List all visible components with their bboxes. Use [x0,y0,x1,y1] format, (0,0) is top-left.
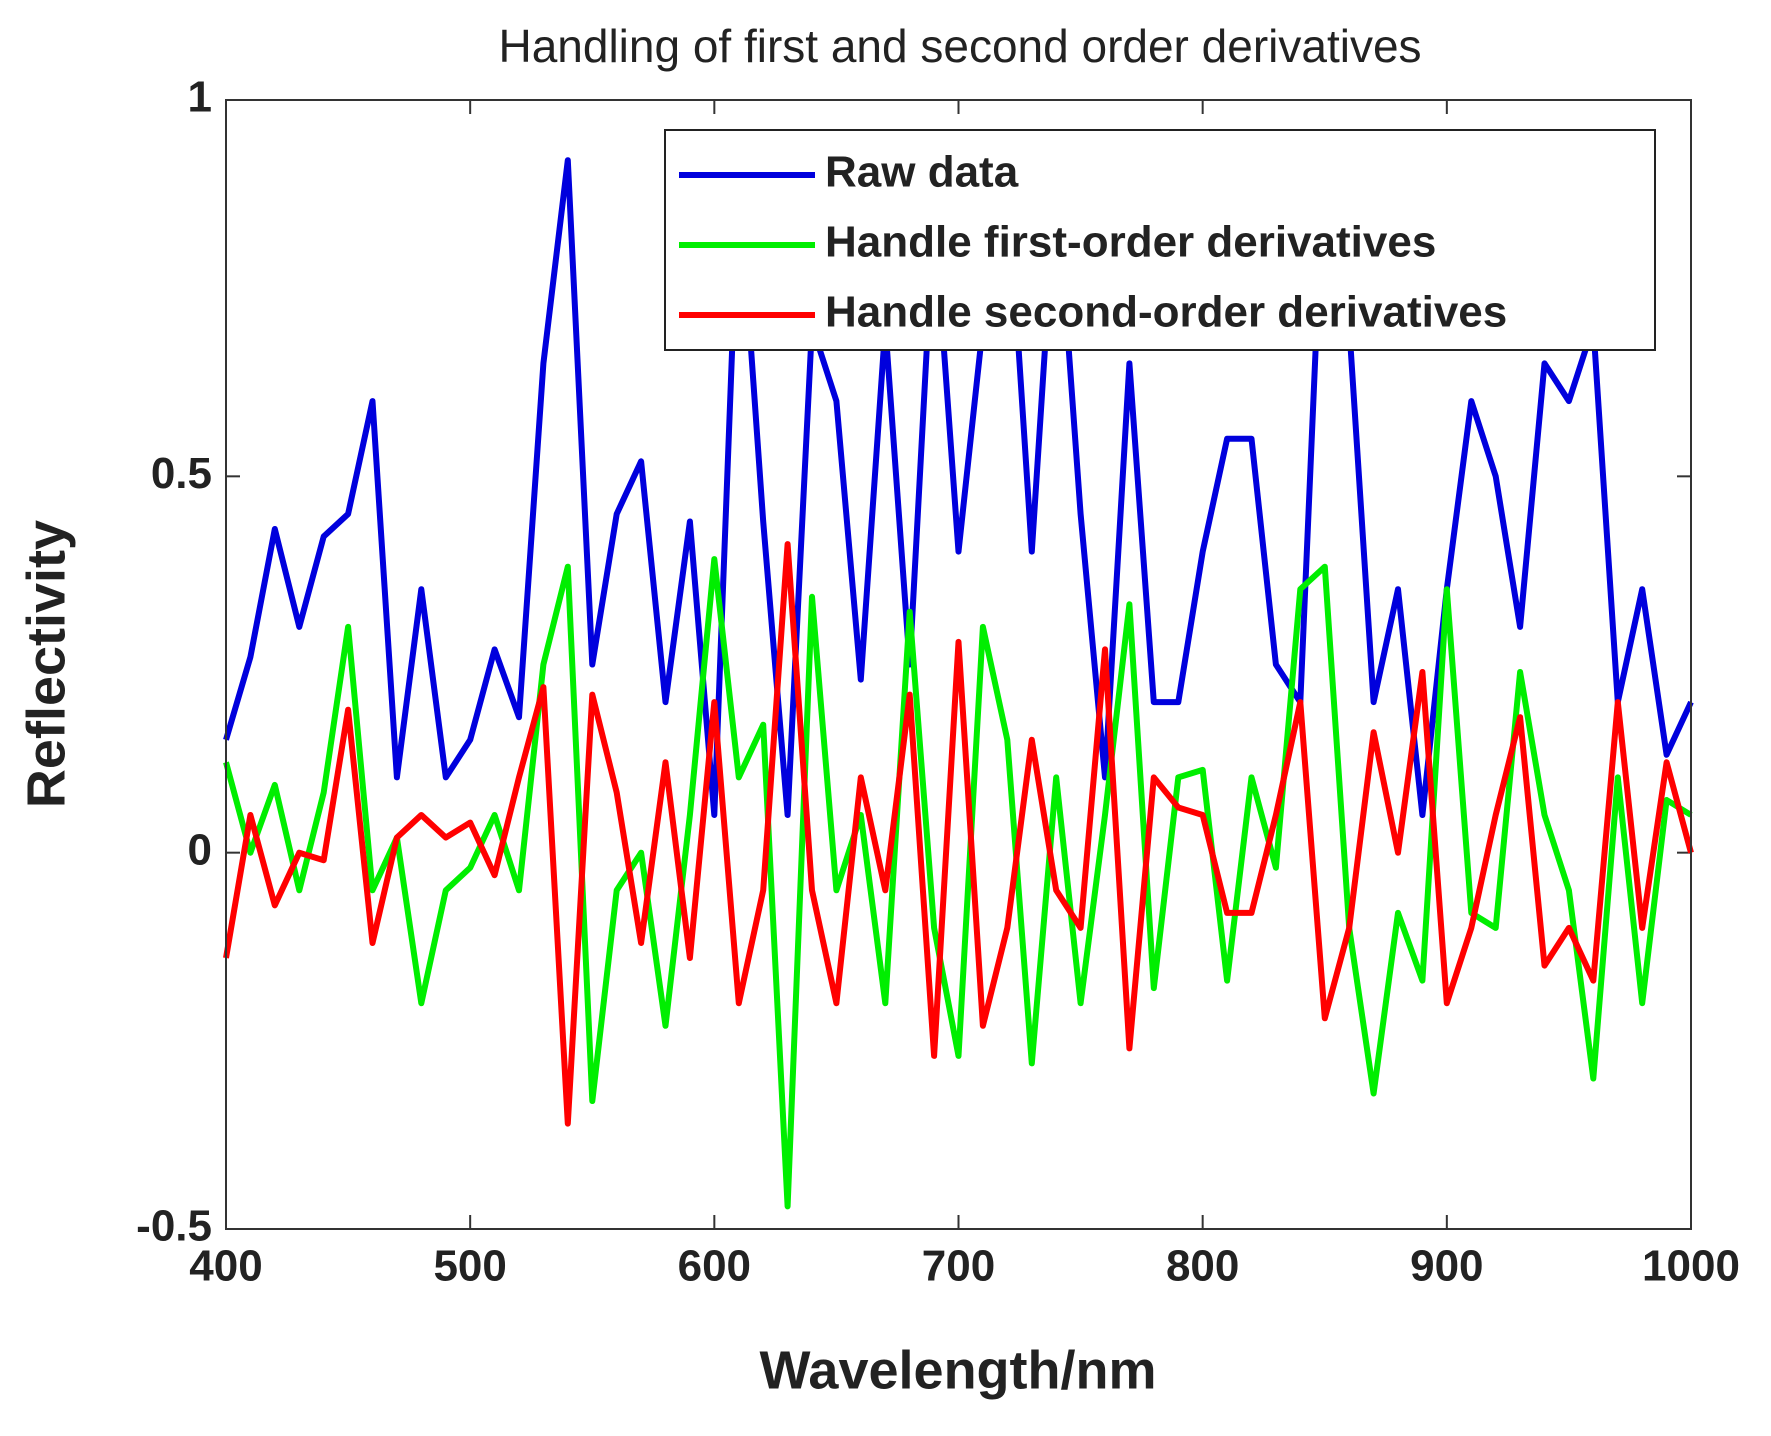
x-tick-label: 900 [1410,1242,1483,1291]
y-axis-label: Reflectivity [16,520,76,808]
y-tick-label: 0.5 [151,449,212,498]
x-tick-label: 600 [678,1242,751,1291]
x-tick-label: 500 [433,1242,506,1291]
chart-title: Handling of first and second order deriv… [498,20,1421,72]
x-tick-label: 700 [922,1242,995,1291]
x-tick-label: 400 [189,1242,262,1291]
x-tick-label: 800 [1166,1242,1239,1291]
legend-label: Handle first-order derivatives [825,218,1436,267]
x-axis-label: Wavelength/nm [759,1340,1156,1400]
plot-frame [225,99,1692,1230]
y-tick-label: 0 [188,825,212,874]
data-line [223,556,1693,1210]
y-tick-label: 1 [188,73,212,122]
y-tick-label: -0.5 [136,1202,212,1251]
data-line [223,541,1694,1127]
legend-label: Raw data [825,148,1019,197]
legend-label: Handle second-order derivatives [825,288,1507,337]
legend-box [664,129,1656,351]
x-tick-label: 1000 [1642,1242,1740,1291]
